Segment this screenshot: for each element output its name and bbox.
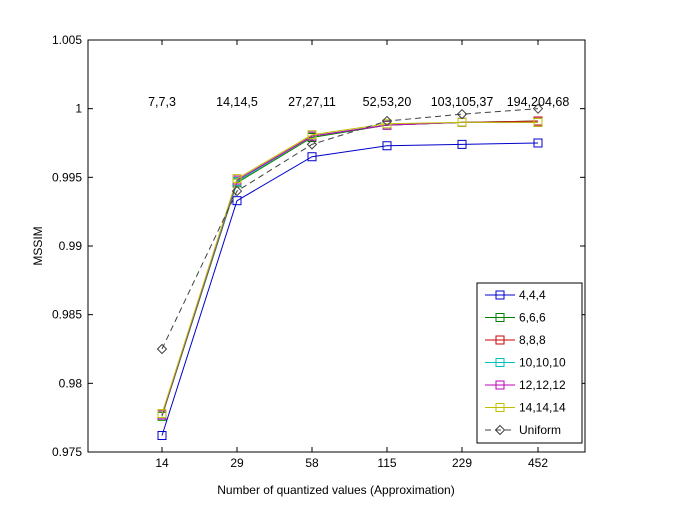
y-axis: 0.975 0.98 0.985 0.99 0.995 1 1.005 xyxy=(52,33,585,459)
data-point xyxy=(457,139,467,149)
annotation-label: 52,53,20 xyxy=(363,95,412,109)
legend-entry: 8,8,8 xyxy=(485,333,546,347)
data-point xyxy=(382,141,392,151)
annotation-label: 103,105,37 xyxy=(431,95,494,109)
annotations: 7,7,3 14,14,5 27,27,11 52,53,20 103,105,37 19… xyxy=(148,95,569,109)
legend-label: 14,14,14 xyxy=(519,401,566,415)
x-tick-label: 29 xyxy=(230,456,244,470)
legend-label: 12,12,12 xyxy=(519,378,566,392)
legend-entry: 12,12,12 xyxy=(485,378,566,392)
y-tick-label: 0.975 xyxy=(52,445,82,459)
series-line xyxy=(161,142,539,436)
y-axis-label: MSSIM xyxy=(31,226,45,265)
y-tick-label: 0.99 xyxy=(59,239,83,253)
x-tick-label: 14 xyxy=(155,456,169,470)
x-tick-label: 229 xyxy=(452,456,472,470)
legend: 4,4,4 6,6,6 8,8,8 10,10,10 12,12,12 14,14,14 U… xyxy=(476,282,583,444)
x-axis-label: Number of quantized values (Approximatio… xyxy=(217,483,454,497)
data-point xyxy=(533,117,543,127)
data-point xyxy=(495,380,505,390)
data-point xyxy=(495,403,505,412)
data-point xyxy=(232,196,242,206)
legend-entry: 10,10,10 xyxy=(485,356,566,370)
data-point xyxy=(156,343,168,355)
x-axis: 14 29 58 115 229 452 xyxy=(155,40,548,470)
annotation-label: 27,27,11 xyxy=(288,95,336,109)
y-tick-label: 0.985 xyxy=(52,308,82,322)
data-point xyxy=(495,313,505,322)
data-point xyxy=(232,174,242,184)
legend-label: 10,10,10 xyxy=(519,356,566,370)
annotation-label: 194,204,68 xyxy=(507,95,570,109)
y-tick-label: 1 xyxy=(75,102,82,116)
data-point xyxy=(495,335,505,345)
data-point xyxy=(157,409,167,419)
data-point xyxy=(382,119,392,129)
annotation-label: 14,14,5 xyxy=(216,95,258,109)
annotation-label: 7,7,3 xyxy=(148,95,176,109)
data-point xyxy=(157,431,167,441)
legend-label: 6,6,6 xyxy=(519,311,546,325)
data-point xyxy=(456,108,468,120)
y-tick-label: 1.005 xyxy=(52,33,82,47)
series-group xyxy=(156,103,544,441)
data-point xyxy=(307,130,317,140)
legend-entry: 4,4,4 xyxy=(485,288,546,302)
data-point xyxy=(231,185,243,197)
series-line xyxy=(161,108,539,350)
data-point xyxy=(494,424,506,436)
y-tick-label: 0.995 xyxy=(52,170,82,184)
x-tick-label: 452 xyxy=(528,456,548,470)
legend-label: 8,8,8 xyxy=(519,333,546,347)
legend-entry: 6,6,6 xyxy=(485,311,546,325)
legend-label: Uniform xyxy=(519,423,561,437)
data-point xyxy=(306,139,318,150)
x-tick-label: 58 xyxy=(305,456,319,470)
data-point xyxy=(381,115,393,127)
legend-label: 4,4,4 xyxy=(519,288,546,302)
data-point xyxy=(495,358,505,367)
data-point xyxy=(495,290,505,300)
series-0 xyxy=(157,138,543,441)
series-6 xyxy=(156,103,544,355)
data-point xyxy=(307,152,317,162)
legend-entry: 14,14,14 xyxy=(485,401,566,415)
data-point xyxy=(532,103,544,114)
x-tick-label: 115 xyxy=(377,456,396,470)
data-point xyxy=(533,138,543,148)
legend-entry: Uniform xyxy=(485,423,561,437)
y-tick-label: 0.98 xyxy=(59,376,83,390)
